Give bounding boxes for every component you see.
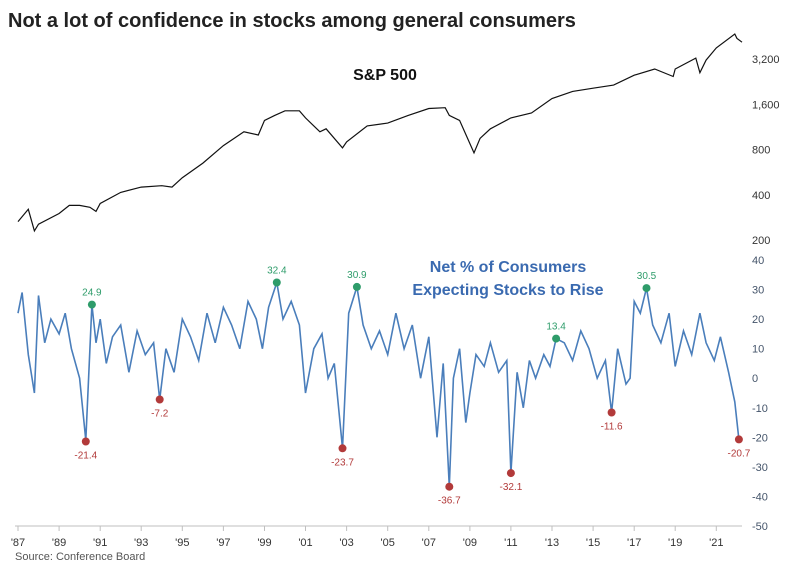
- sentiment-y-tick-label: 10: [752, 344, 764, 356]
- high-annotation-label: 24.9: [82, 288, 102, 299]
- sentiment-y-tick-label: -10: [752, 403, 768, 415]
- sentiment-line: [17, 282, 742, 487]
- x-tick-label: '99: [257, 537, 271, 549]
- sentiment-y-tick-label: 30: [752, 285, 764, 297]
- sp500-y-tick-label: 200: [752, 235, 770, 247]
- low-marker: [445, 482, 454, 491]
- x-tick-label: '09: [463, 537, 477, 549]
- sp500-title: S&P 500: [353, 67, 417, 84]
- x-tick-label: '89: [52, 537, 66, 549]
- x-tick-label: '95: [175, 537, 189, 549]
- low-marker: [734, 435, 743, 444]
- sentiment-y-tick-label: 0: [752, 373, 758, 385]
- low-marker: [155, 395, 164, 404]
- sentiment-y-tick-label: -50: [752, 521, 768, 533]
- x-tick-label: '07: [422, 537, 436, 549]
- sp500-y-axis: 200 400 800 1,600 3,200: [752, 54, 780, 247]
- x-tick-label: '93: [134, 537, 148, 549]
- high-annotation-label: 13.4: [546, 322, 566, 333]
- low-marker: [607, 408, 616, 417]
- sentiment-y-tick-label: 20: [752, 314, 764, 326]
- sentiment-y-tick-label: 40: [752, 255, 764, 267]
- x-tick-label: '05: [381, 537, 395, 549]
- high-marker: [352, 282, 361, 291]
- low-annotation-label: -36.7: [438, 496, 461, 507]
- sentiment-y-axis: -50 -40 -30 -20 -10 0 10 20 30 40: [752, 255, 768, 533]
- sp500-panel: S&P 500 200 400 800 1,600 3,200: [17, 33, 780, 247]
- x-tick-label: '97: [216, 537, 230, 549]
- sp500-line: [17, 33, 743, 233]
- high-marker: [642, 284, 651, 293]
- x-tick-label: '87: [11, 537, 25, 549]
- x-tick-label: '15: [586, 537, 600, 549]
- low-annotation-label: -32.1: [500, 482, 523, 493]
- x-tick-label: '01: [298, 537, 312, 549]
- sentiment-y-tick-label: -40: [752, 491, 768, 503]
- low-marker: [81, 437, 90, 446]
- high-marker: [552, 334, 561, 343]
- sentiment-y-tick-label: -30: [752, 462, 768, 474]
- sentiment-panel: Net % of Consumers Expecting Stocks to R…: [17, 255, 768, 533]
- low-annotation-label: -11.6: [601, 422, 623, 433]
- high-annotation-label: 32.4: [267, 266, 287, 277]
- low-marker: [506, 469, 515, 478]
- x-tick-label: '91: [93, 537, 107, 549]
- low-annotation-label: -23.7: [331, 457, 354, 468]
- sentiment-y-tick-label: -20: [752, 432, 768, 444]
- sentiment-title-line-1: Net % of Consumers: [430, 259, 587, 276]
- high-annotation-label: 30.5: [637, 271, 657, 282]
- x-tick-label: '03: [339, 537, 353, 549]
- sp500-y-tick-label: 400: [752, 190, 770, 202]
- low-annotation-label: -7.2: [151, 409, 169, 420]
- high-marker: [272, 278, 281, 287]
- low-marker: [338, 444, 347, 453]
- sp500-y-tick-label: 1,600: [752, 99, 780, 111]
- low-annotation-label: -21.4: [74, 451, 97, 462]
- high-annotation-label: 30.9: [347, 270, 367, 281]
- source-note: Source: Conference Board: [15, 551, 145, 563]
- chart-title: Not a lot of confidence in stocks among …: [8, 10, 576, 32]
- low-annotation-label: -20.7: [728, 448, 751, 459]
- sentiment-annotations: 24.9 -21.4 -7.2 32.4 -23.7 30.9 -36.7 -32.1 13.4…: [74, 266, 750, 507]
- x-tick-label: '17: [627, 537, 641, 549]
- x-axis: '87 '89 '91 '93 '95 '97 '99 '01 '03 '05 '07 '09 '11 '…: [11, 526, 723, 549]
- x-tick-label: '11: [504, 537, 518, 549]
- x-tick-label: '21: [709, 537, 723, 549]
- x-tick-label: '19: [668, 537, 682, 549]
- sentiment-title-line-2: Expecting Stocks to Rise: [412, 282, 603, 299]
- high-marker: [87, 300, 96, 309]
- x-tick-label: '13: [545, 537, 559, 549]
- sp500-y-tick-label: 3,200: [752, 54, 780, 66]
- sp500-y-tick-label: 800: [752, 145, 770, 157]
